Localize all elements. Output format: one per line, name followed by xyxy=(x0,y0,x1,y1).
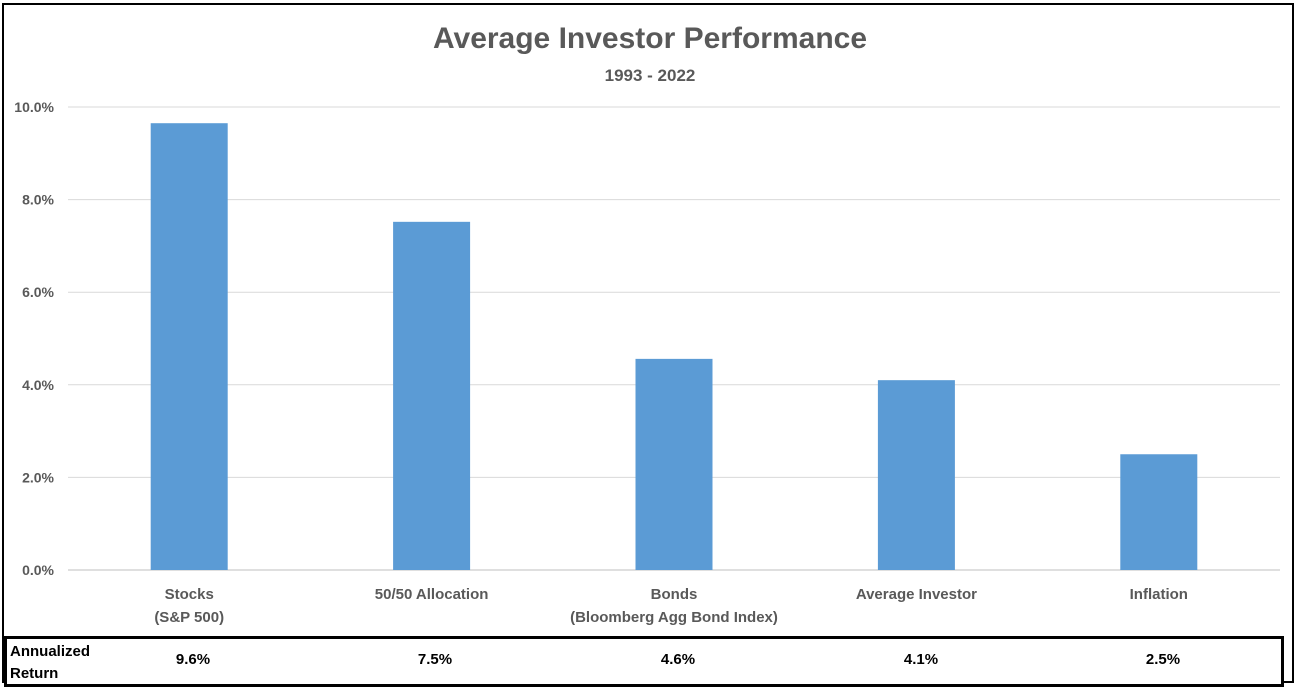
x-tick-label: (Bloomberg Agg Bond Index) xyxy=(570,609,778,626)
bar xyxy=(1120,454,1198,570)
bar xyxy=(150,123,228,570)
table-value-stocks: 9.6% xyxy=(175,651,211,668)
y-tick-label: 0.0% xyxy=(22,562,54,578)
y-tick-label: 8.0% xyxy=(22,192,54,208)
bar xyxy=(635,358,713,570)
x-tick-label: Inflation xyxy=(1130,586,1188,603)
y-tick-label: 10.0% xyxy=(14,99,54,115)
chart-subtitle: 1993 - 2022 xyxy=(604,66,696,85)
table-value-5050-allocation: 7.5% xyxy=(417,651,453,668)
x-tick-label: Average Investor xyxy=(856,586,977,603)
x-tick-label: Stocks xyxy=(165,586,214,603)
y-tick-label: 4.0% xyxy=(22,377,54,393)
bar xyxy=(877,380,955,570)
bar xyxy=(393,221,471,570)
x-tick-label: (S&P 500) xyxy=(154,609,224,626)
annualized-return-table: Annualized Return 9.6% 7.5% 4.6% 4.1% 2.… xyxy=(4,636,1284,687)
table-value-bonds: 4.6% xyxy=(660,651,696,668)
y-tick-label: 2.0% xyxy=(22,469,54,485)
x-tick-label: Bonds xyxy=(651,586,698,603)
table-row-label: Annualized Return xyxy=(10,643,91,682)
y-tick-label: 6.0% xyxy=(22,284,54,300)
table-value-inflation: 2.5% xyxy=(1145,651,1181,668)
table-value-average-investor: 4.1% xyxy=(903,651,939,668)
x-tick-label: 50/50 Allocation xyxy=(375,586,489,603)
chart-title: Average Investor Performance xyxy=(432,22,868,55)
